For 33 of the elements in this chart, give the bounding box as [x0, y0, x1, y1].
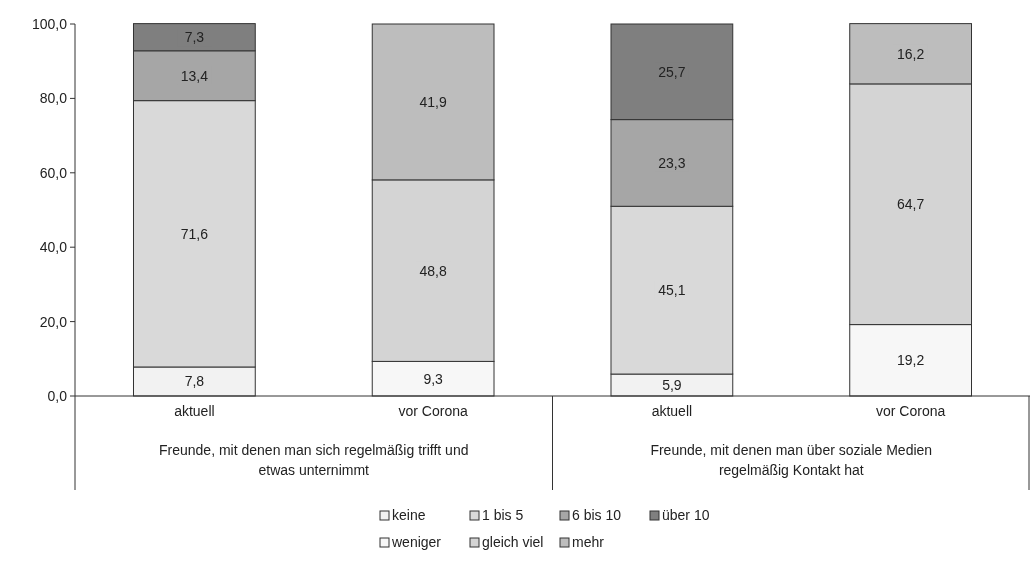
y-tick-label: 60,0	[39, 164, 68, 181]
x-tick-label: vor Corona	[398, 403, 468, 419]
x-tick-label: aktuell	[651, 403, 693, 419]
text: Freunde, mit denen man über soziale Medien regelmäßig Kontakt hat	[650, 442, 933, 478]
legend-label: weniger	[391, 534, 442, 550]
data-label: 16,2	[897, 45, 925, 62]
data-label: 45,1	[658, 282, 686, 299]
data-label: 7,3	[184, 29, 205, 46]
data-label: 5,9	[662, 377, 682, 394]
x-tick-label: aktuell	[174, 403, 215, 419]
legend-label: 1 bis 5	[482, 507, 524, 523]
y-tick-label: 0,0	[47, 388, 68, 404]
legend-label: mehr	[572, 534, 605, 550]
data-label: 64,7	[897, 196, 925, 213]
y-tick-label: 40,0	[39, 239, 68, 256]
y-tick-label: 100,0	[31, 16, 68, 32]
data-label: 48,8	[419, 262, 447, 279]
y-tick-label: 80,0	[39, 90, 68, 107]
data-label: 41,9	[419, 93, 447, 110]
data-label: 23,3	[658, 154, 686, 171]
data-label: 7,8	[184, 373, 205, 390]
legend-label: 6 bis 10	[572, 507, 622, 523]
legend-label: keine	[392, 507, 426, 523]
data-label: 9,3	[423, 370, 444, 387]
x-tick-label: vor Corona	[875, 403, 946, 419]
data-label: 25,7	[658, 63, 686, 80]
text: Freunde, mit denen man sich regelmäßig trifft und etwas unternimmt	[159, 442, 469, 478]
data-label: 13,4	[180, 67, 209, 84]
data-label: 71,6	[180, 225, 209, 242]
legend-label: über 10	[662, 507, 710, 523]
y-tick-label: 20,0	[39, 313, 68, 330]
legend-label: gleich viel	[482, 534, 544, 550]
data-label: 19,2	[897, 352, 925, 369]
